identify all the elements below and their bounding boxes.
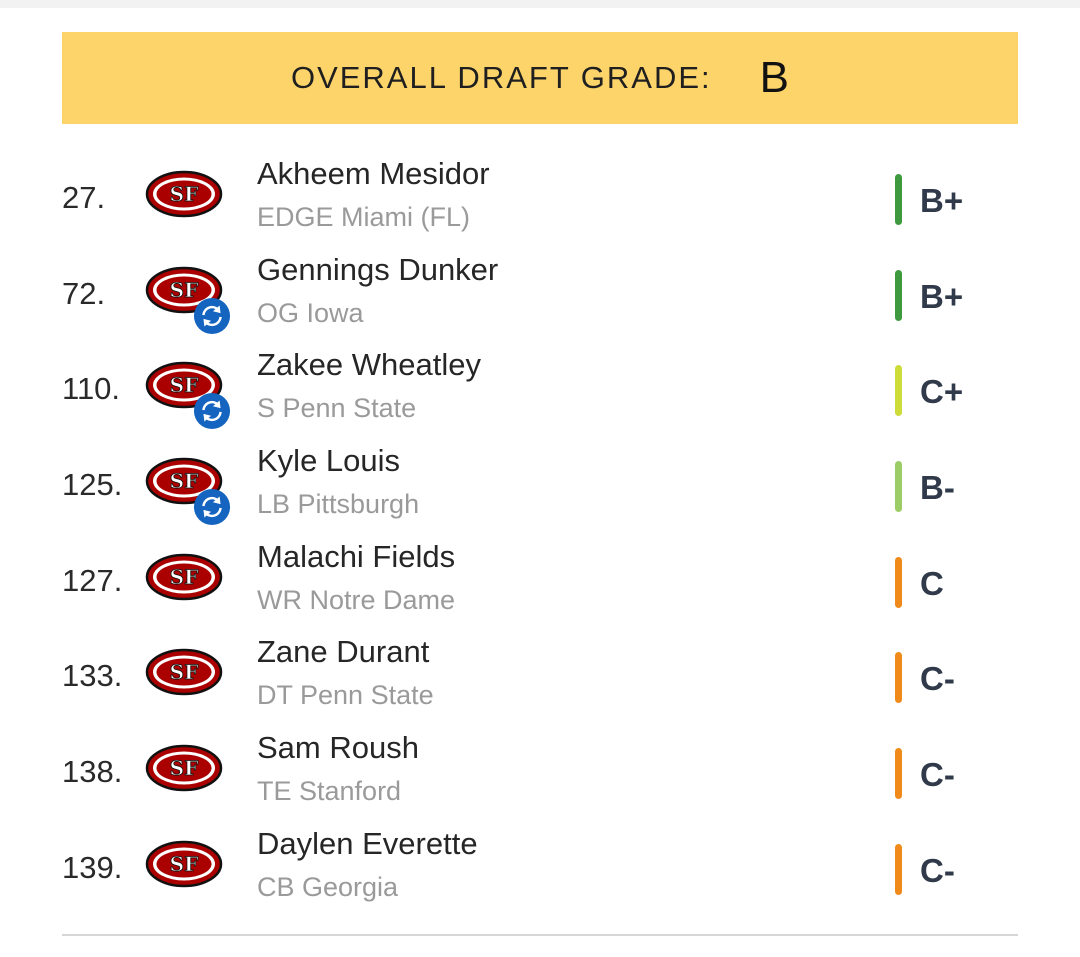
player-name: Zane Durant [257, 634, 430, 670]
overall-grade-banner: OVERALL DRAFT GRADE: B [62, 32, 1018, 124]
pick-row[interactable]: 138. SF Sam Roush TE Stanford C- [0, 726, 1080, 822]
draft-pick-list: 27. SF Akheem Mesidor EDGE Miami (FL) B+… [0, 152, 1080, 918]
49ers-logo-icon: SF [145, 266, 223, 313]
player-position-school: WR Notre Dame [257, 584, 456, 615]
grade-color-bar [895, 461, 902, 513]
pick-row[interactable]: 127. SF Malachi Fields WR Notre Dame C [0, 535, 1080, 631]
pick-number: 138. [62, 754, 123, 790]
pick-row[interactable]: 133. SF Zane Durant DT Penn State C- [0, 630, 1080, 726]
grade-color-bar [895, 843, 902, 895]
svg-text:SF: SF [170, 756, 199, 780]
grade-color-bar [895, 556, 902, 608]
overall-grade-value: B [759, 53, 790, 102]
pick-grade: B+ [920, 182, 964, 219]
pick-grade: B+ [920, 277, 964, 315]
player-name: Gennings Dunker [257, 251, 499, 287]
pick-row[interactable]: 110. SF Zakee Wheatley S Penn State C+ [0, 343, 1080, 439]
bottom-divider [62, 934, 1018, 936]
pick-number: 110. [62, 371, 121, 407]
pick-row[interactable]: 27. SF Akheem Mesidor EDGE Miami (FL) B+ [0, 152, 1080, 248]
top-divider-strip [0, 0, 1080, 8]
svg-text:SF: SF [170, 852, 199, 876]
player-name: Sam Roush [257, 730, 419, 766]
svg-text:SF: SF [170, 373, 199, 397]
pick-row[interactable]: 139. SF Daylen Everette CB Georgia C- [0, 822, 1080, 918]
grade-color-bar [895, 748, 902, 800]
pick-grade: C- [920, 851, 955, 889]
player-name: Malachi Fields [257, 538, 456, 574]
pick-grade: C+ [920, 373, 964, 411]
overall-grade-label: OVERALL DRAFT GRADE: [290, 60, 712, 95]
pick-grade: B- [920, 469, 955, 507]
pick-number: 139. [62, 849, 123, 885]
svg-text:SF: SF [170, 278, 199, 302]
pick-grade: C- [920, 660, 955, 698]
grade-color-bar [895, 174, 902, 225]
player-position-school: DT Penn State [257, 680, 434, 711]
49ers-logo-icon: SF [145, 840, 223, 888]
49ers-logo-icon: SF [145, 170, 223, 218]
grade-color-bar [895, 269, 902, 321]
player-position-school: OG Iowa [257, 297, 364, 328]
pick-number: 72. [62, 275, 106, 311]
grade-color-bar [895, 652, 902, 704]
player-position-school: CB Georgia [257, 871, 399, 902]
trade-icon [193, 297, 231, 334]
player-position-school: LB Pittsburgh [257, 489, 420, 520]
grade-color-bar [895, 365, 902, 417]
pick-number: 133. [62, 658, 123, 694]
svg-text:SF: SF [170, 182, 199, 206]
pick-row[interactable]: 72. SF Gennings Dunker OG Iowa B+ [0, 248, 1080, 344]
pick-grade: C [920, 564, 944, 602]
trade-icon [193, 393, 231, 430]
player-position-school: S Penn State [257, 393, 417, 424]
player-name: Kyle Louis [257, 443, 401, 479]
trade-icon [193, 489, 231, 526]
player-name: Daylen Everette [257, 825, 478, 861]
pick-row[interactable]: 125. SF Kyle Louis LB Pittsburgh B- [0, 439, 1080, 535]
49ers-logo-icon: SF [145, 553, 223, 600]
svg-text:SF: SF [170, 565, 199, 589]
49ers-logo-icon: SF [145, 744, 223, 792]
player-position-school: TE Stanford [257, 776, 402, 807]
pick-number: 127. [62, 562, 123, 598]
player-name: Zakee Wheatley [257, 347, 481, 383]
pick-number: 27. [62, 180, 106, 215]
player-position-school: EDGE Miami (FL) [257, 202, 471, 232]
pick-number: 125. [62, 467, 123, 503]
player-name: Akheem Mesidor [257, 156, 490, 191]
svg-text:SF: SF [170, 469, 199, 493]
49ers-logo-icon: SF [145, 649, 223, 696]
pick-grade: C- [920, 756, 955, 794]
svg-text:SF: SF [170, 660, 199, 684]
